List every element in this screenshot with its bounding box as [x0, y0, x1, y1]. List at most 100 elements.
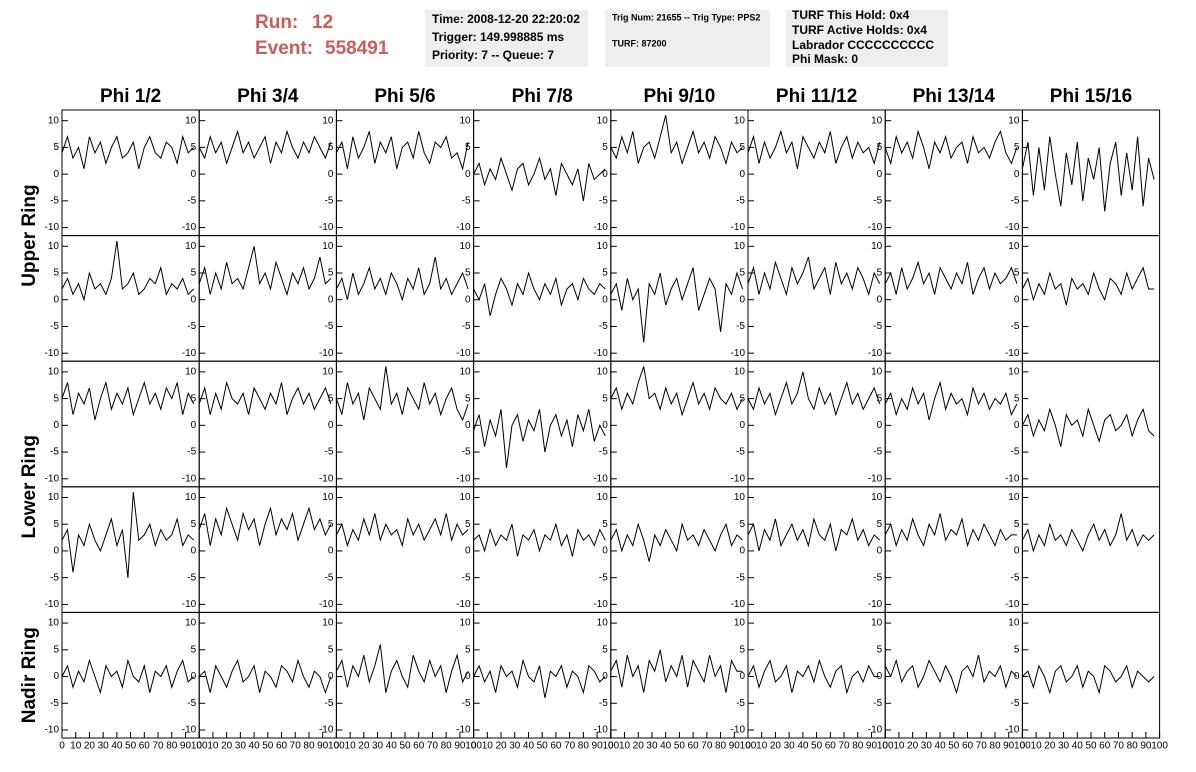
y-tick-label: 0 [53, 546, 59, 557]
y-tick-label: 10 [597, 367, 609, 378]
x-tick-label: 50 [674, 741, 686, 752]
y-tick-label: -10 [731, 725, 746, 736]
y-tick-label: -5 [1010, 321, 1019, 332]
x-tick-label: 70 [564, 741, 576, 752]
y-tick-label: 10 [322, 618, 334, 629]
y-tick-label: 5 [739, 644, 745, 655]
info-line: Trigger: 149.998885 ms [432, 30, 564, 44]
y-tick-label: -10 [456, 222, 471, 233]
y-tick-label: -5 [324, 321, 333, 332]
panel-frame [747, 360, 886, 488]
x-tick-label: 0 [471, 741, 477, 752]
y-tick-label: 0 [53, 169, 59, 180]
x-tick-label: 90 [729, 741, 741, 752]
y-tick-label: 0 [602, 671, 608, 682]
panel-frame [61, 611, 200, 739]
x-tick-label: 80 [578, 741, 590, 752]
y-tick-label: -5 [50, 447, 59, 458]
y-tick-label: -10 [319, 725, 334, 736]
y-tick-label: -5 [1010, 572, 1019, 583]
y-tick-label: 10 [1008, 367, 1020, 378]
waveform [610, 115, 743, 166]
y-tick-label: 10 [459, 367, 471, 378]
y-tick-label: -5 [736, 572, 745, 583]
y-tick-label: -5 [873, 321, 882, 332]
y-tick-label: 0 [191, 420, 197, 431]
y-tick-label: 10 [322, 241, 334, 252]
waveform [1021, 407, 1155, 447]
y-tick-label: 10 [48, 115, 60, 126]
y-tick-label: 5 [53, 393, 59, 404]
x-tick-label: 0 [608, 741, 614, 752]
x-tick-label: 30 [509, 741, 521, 752]
panel-frame [61, 235, 200, 362]
panel-frame [747, 611, 886, 739]
y-tick-label: 5 [602, 519, 608, 530]
column-title: Phi 9/10 [643, 86, 715, 107]
waveform [335, 644, 469, 693]
panel-frame [1021, 360, 1161, 488]
y-tick-label: 5 [1014, 644, 1020, 655]
x-tick-label: 90 [866, 741, 878, 752]
y-tick-label: 0 [328, 169, 334, 180]
column-title: Phi 3/4 [237, 86, 299, 107]
x-tick-label: 40 [386, 741, 398, 752]
y-tick-label: -10 [45, 348, 60, 359]
waveform [198, 506, 332, 546]
x-tick-label: 20 [633, 741, 645, 752]
y-tick-label: 5 [465, 644, 471, 655]
y-tick-label: -5 [50, 572, 59, 583]
panel-frame [198, 486, 337, 613]
x-tick-label: 40 [1072, 741, 1084, 752]
y-tick-label: 5 [191, 142, 197, 153]
waveform [335, 513, 469, 548]
y-tick-label: 0 [877, 169, 883, 180]
x-tick-label: 10 [70, 741, 82, 752]
y-tick-label: 0 [465, 671, 471, 682]
x-tick-label: 20 [1044, 741, 1056, 752]
x-tick-label: 30 [235, 741, 247, 752]
y-tick-label: 5 [53, 268, 59, 279]
y-tick-label: 0 [877, 546, 883, 557]
y-tick-label: 10 [597, 115, 609, 126]
x-tick-label: 60 [550, 741, 562, 752]
x-tick-label: 90 [1140, 741, 1152, 752]
x-tick-label: 30 [646, 741, 658, 752]
x-tick-label: 100 [1151, 741, 1168, 752]
y-tick-label: -5 [736, 447, 745, 458]
waveform [335, 131, 469, 171]
y-tick-label: 10 [1008, 241, 1020, 252]
y-tick-label: -10 [456, 348, 471, 359]
y-tick-label: -5 [736, 321, 745, 332]
panel-frame [610, 611, 749, 739]
x-tick-label: 20 [907, 741, 919, 752]
y-tick-label: 0 [739, 294, 745, 305]
x-tick-label: 70 [701, 741, 713, 752]
y-tick-label: 10 [734, 241, 746, 252]
y-tick-label: 5 [191, 268, 197, 279]
y-tick-label: -5 [599, 572, 608, 583]
info-line: TURF Active Holds: 0x4 [792, 23, 927, 37]
x-tick-label: 20 [221, 741, 233, 752]
y-tick-label: -10 [868, 348, 883, 359]
x-tick-label: 0 [1020, 741, 1026, 752]
x-tick-label: 10 [1031, 741, 1043, 752]
x-tick-label: 70 [976, 741, 988, 752]
y-tick-label: -10 [45, 725, 60, 736]
y-tick-label: -5 [599, 698, 608, 709]
waveform [473, 156, 606, 201]
panel-frame [747, 235, 886, 362]
y-tick-label: -5 [462, 321, 471, 332]
y-tick-label: 10 [48, 492, 60, 503]
y-tick-label: 0 [465, 169, 471, 180]
y-tick-label: 10 [597, 492, 609, 503]
x-tick-label: 0 [59, 741, 65, 752]
y-tick-label: -10 [1005, 348, 1020, 359]
y-tick-label: 10 [48, 367, 60, 378]
y-tick-label: 5 [53, 142, 59, 153]
info-line: Time: 2008-12-20 22:20:02 [432, 12, 580, 26]
y-tick-label: 10 [871, 618, 883, 629]
panel-frame [610, 360, 749, 488]
panel-frame [1021, 235, 1161, 362]
panel-frame [198, 611, 337, 739]
